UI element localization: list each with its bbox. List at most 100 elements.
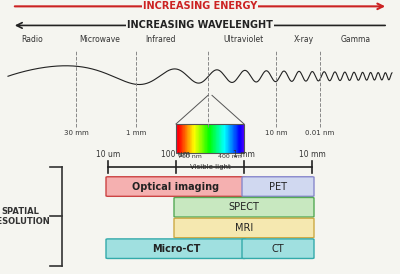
Bar [195,124,196,153]
Bar [211,124,212,153]
Bar [241,124,242,153]
Bar [200,124,201,153]
Text: Optical imaging: Optical imaging [132,182,220,192]
Bar [192,124,193,153]
Bar [231,124,232,153]
Bar [234,124,235,153]
Bar [184,124,185,153]
Bar [212,124,213,153]
Text: Microwave: Microwave [80,36,120,44]
Bar [208,124,209,153]
Bar [184,124,186,153]
Bar [191,124,192,153]
Bar [226,124,227,153]
Bar [183,124,184,153]
Bar [185,124,186,153]
Bar [225,124,226,153]
Bar [192,124,194,153]
Bar [188,124,189,153]
Text: Gamma: Gamma [341,36,371,44]
Text: 1 mm: 1 mm [233,150,255,159]
Text: Visible light: Visible light [190,164,230,170]
Bar [230,124,231,153]
Bar [230,124,231,153]
Bar [208,124,209,153]
Text: INCREASING ENERGY: INCREASING ENERGY [143,1,257,11]
Bar [242,124,243,153]
Bar [224,124,225,153]
Text: 400 nm: 400 nm [218,154,242,159]
Bar [222,124,223,153]
Text: MRI: MRI [235,223,253,233]
Bar [210,124,211,153]
Bar [200,124,201,153]
Bar [188,124,190,153]
Bar [226,124,227,153]
Bar [199,124,200,153]
Bar [203,124,204,153]
Bar [212,124,213,153]
Bar [214,124,216,153]
FancyBboxPatch shape [106,239,246,258]
Text: 1 mm: 1 mm [126,130,146,136]
Text: 10 mm: 10 mm [299,150,325,159]
Bar [213,124,214,153]
Bar [223,124,224,153]
Bar [214,124,215,153]
Bar [196,124,197,153]
Text: PET: PET [269,182,287,192]
Bar [237,124,238,153]
Bar [225,124,226,153]
Bar [229,124,230,153]
Bar [215,124,216,153]
Bar [179,124,180,153]
Bar [186,124,187,153]
Bar [187,124,188,153]
Text: X-ray: X-ray [294,36,314,44]
Bar [187,124,188,153]
Bar [232,124,233,153]
Text: Infrared: Infrared [145,36,175,44]
Bar [177,124,178,153]
Bar [191,124,192,153]
Bar [221,124,222,153]
Bar [190,124,191,153]
Bar [222,124,224,153]
Bar [216,124,217,153]
Bar [238,124,239,153]
Bar [236,124,237,153]
Bar [178,124,179,153]
Text: 10 nm: 10 nm [265,130,287,136]
Bar [242,124,243,153]
Bar [183,124,184,153]
Bar [241,124,242,153]
Bar [228,124,229,153]
Text: CT: CT [272,244,284,254]
Bar [227,124,228,153]
Bar [219,124,220,153]
Bar [196,124,197,153]
Bar [218,124,219,153]
Bar [203,124,204,153]
Bar [181,124,182,153]
Bar [199,124,200,153]
Bar [176,124,244,153]
FancyBboxPatch shape [174,218,314,238]
Bar [176,124,178,153]
Text: Ultraviolet: Ultraviolet [224,36,264,44]
Bar [217,124,218,153]
Bar [189,124,190,153]
Text: SPECT: SPECT [228,202,260,212]
Bar [210,124,212,153]
Text: 10 um: 10 um [96,150,120,159]
Bar [243,124,244,153]
Bar [204,124,205,153]
Text: 30 mm: 30 mm [64,130,88,136]
Bar [240,124,241,153]
Bar [197,124,198,153]
Text: SPATIAL
RESOLUTION: SPATIAL RESOLUTION [0,207,50,226]
Bar [220,124,221,153]
Bar [216,124,217,153]
Bar [237,124,238,153]
Bar [217,124,218,153]
